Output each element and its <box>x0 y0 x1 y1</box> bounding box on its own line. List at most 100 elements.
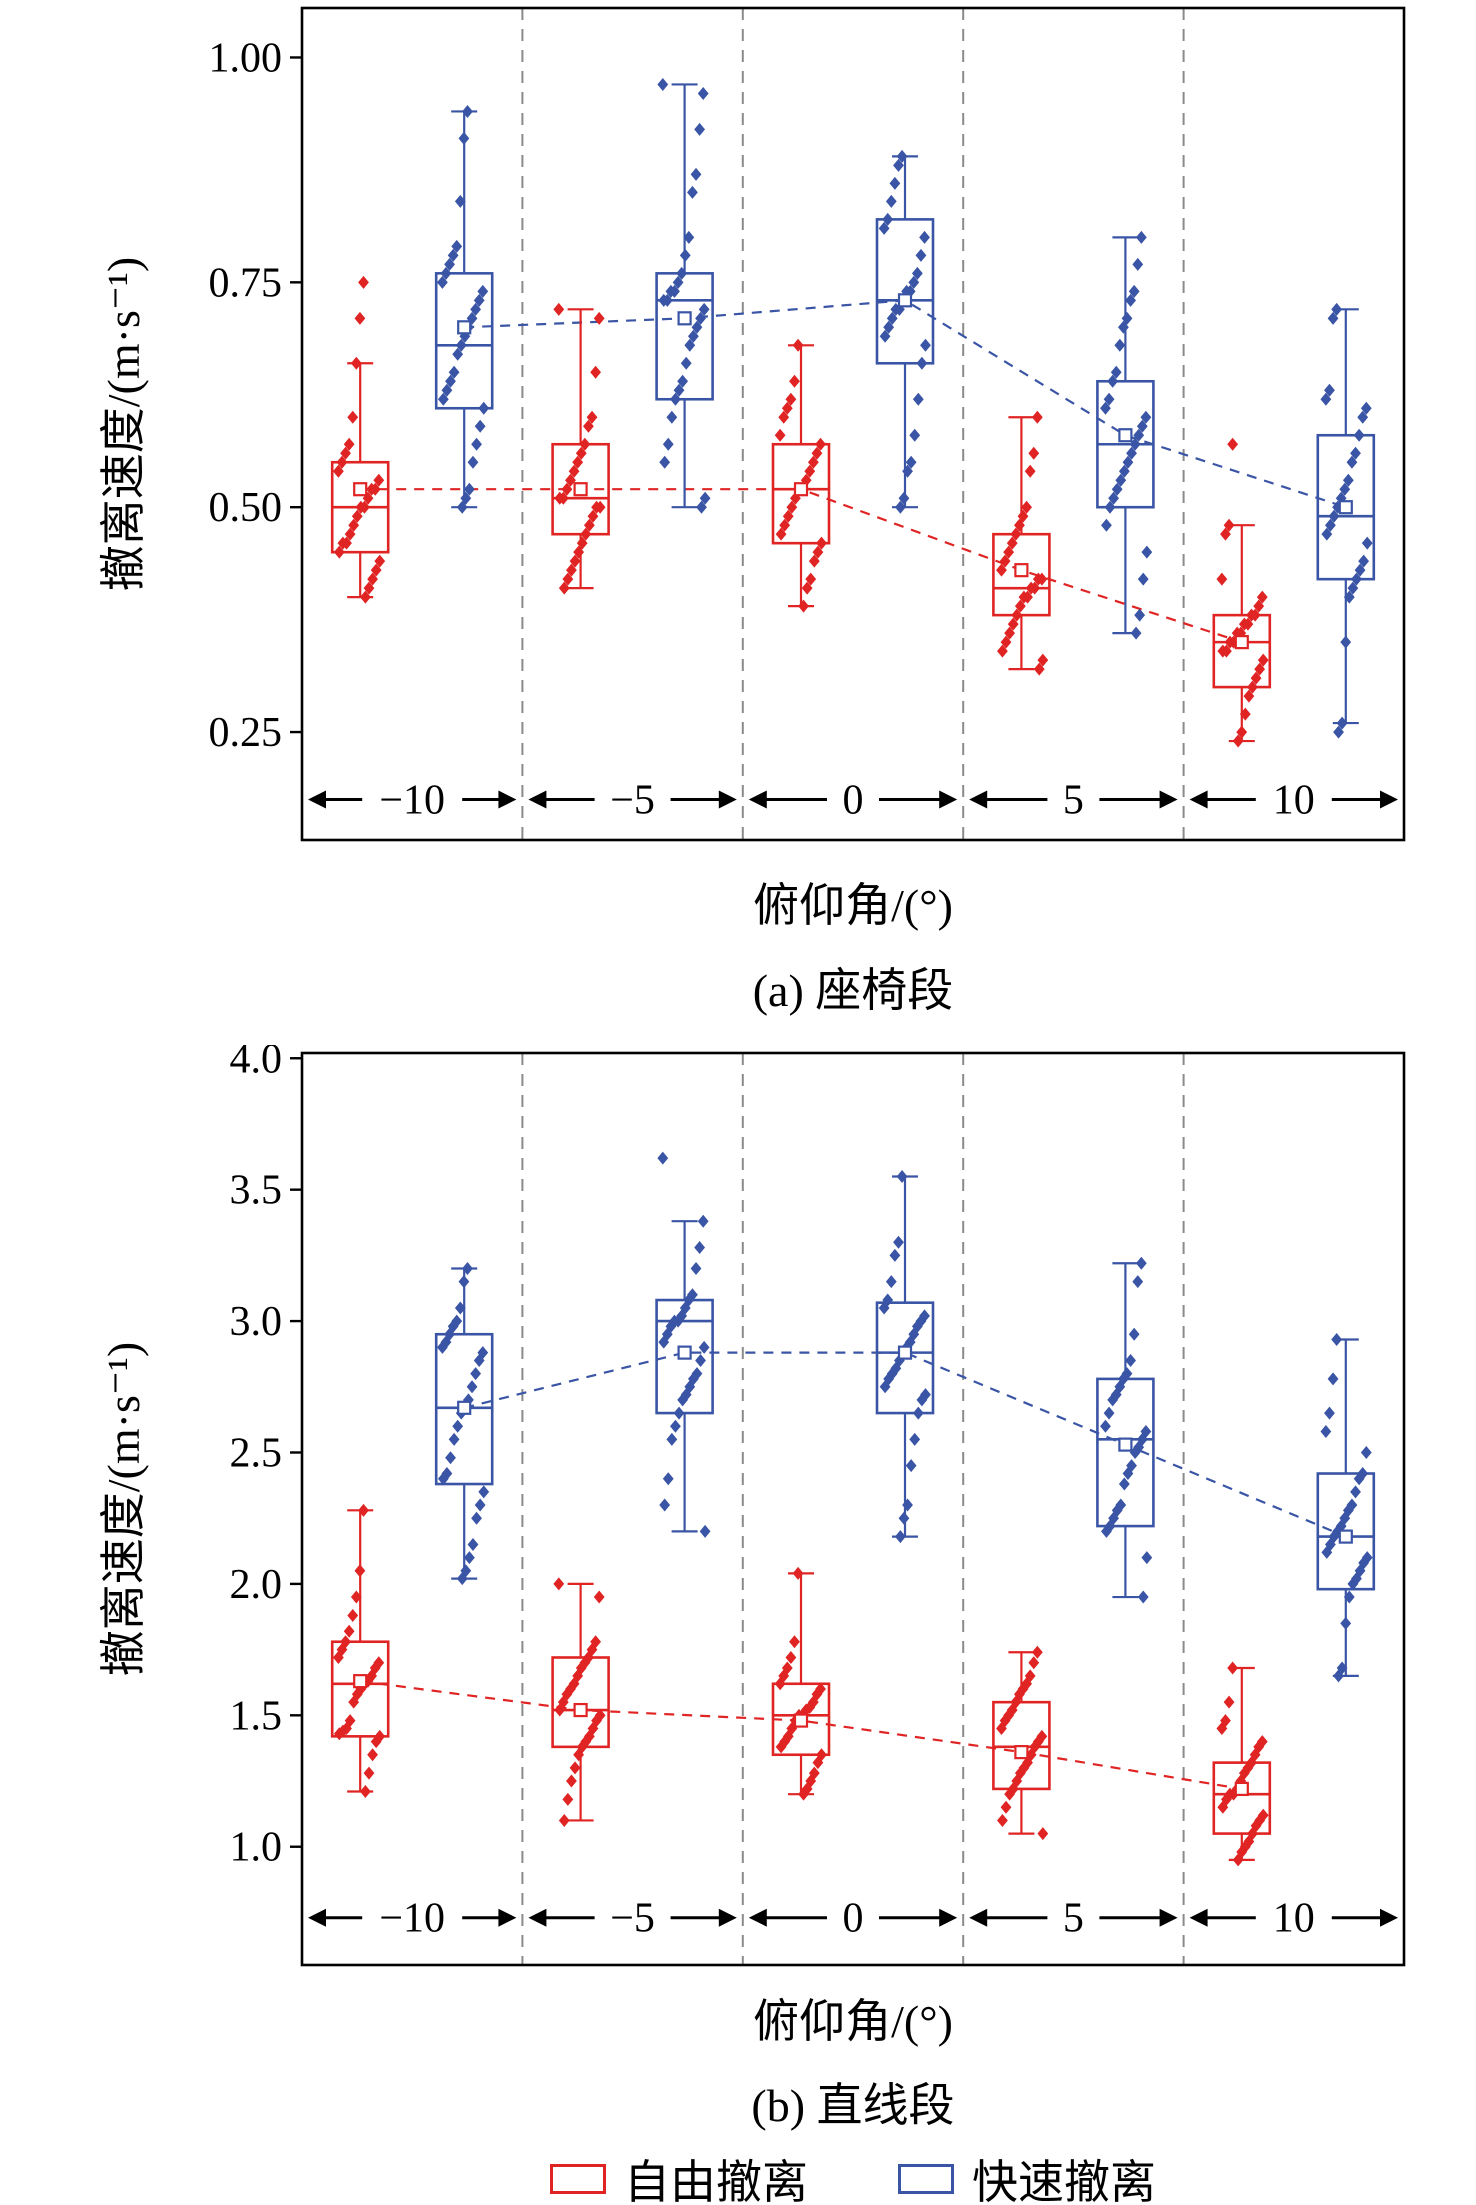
scatter-point <box>354 311 366 325</box>
scatter-point <box>882 212 894 226</box>
scatter-point <box>1358 554 1370 568</box>
scatter-point <box>332 1650 344 1664</box>
scatter-point <box>789 1635 800 1649</box>
scatter-point <box>804 464 816 478</box>
right-arrow-icon <box>1380 790 1398 809</box>
scatter-point <box>816 536 827 550</box>
scatter-point <box>341 1721 352 1735</box>
scatter-point <box>1133 1440 1145 1454</box>
scatter-point <box>579 437 591 451</box>
category-band-−5: −5 <box>528 1896 737 1942</box>
scatter-point <box>1350 1485 1361 1499</box>
scatter-point <box>440 266 452 280</box>
scatter-point <box>697 86 709 100</box>
scatter-point <box>1336 716 1348 730</box>
scatter-point <box>569 1761 581 1775</box>
scatter-point <box>898 491 910 505</box>
scatter-point <box>1246 608 1257 622</box>
boxplot-rapid-−5 <box>655 77 714 514</box>
scatter-point <box>902 464 913 478</box>
scatter-point <box>374 554 386 568</box>
scatter-point <box>912 1406 924 1420</box>
scatter-point <box>1104 500 1116 514</box>
scatter-point <box>1108 491 1119 505</box>
scatter-point <box>670 392 681 406</box>
scatter-point <box>573 1748 585 1762</box>
scatter-point <box>1006 536 1018 550</box>
scatter-point <box>1324 1406 1335 1420</box>
scatter-point <box>473 293 485 307</box>
scatter-point <box>454 1301 466 1315</box>
category-label: 5 <box>1063 1896 1084 1942</box>
scatter-point <box>662 437 674 451</box>
scatter-point <box>373 473 385 487</box>
boxplot-rapid-−5 <box>655 1151 714 1538</box>
scatter-point <box>358 275 369 289</box>
scatter-point <box>1103 1406 1115 1420</box>
mean-marker <box>897 293 913 308</box>
scatter-point <box>566 563 577 577</box>
boxplot-free-5 <box>992 410 1051 676</box>
scatter-point <box>698 1340 710 1354</box>
scatter-point <box>690 1262 702 1276</box>
scatter-point <box>553 1577 565 1591</box>
mean-marker <box>457 1400 472 1415</box>
scatter-point <box>879 1380 891 1394</box>
scatter-point <box>452 1419 464 1433</box>
right-arrow-icon <box>939 1908 958 1927</box>
chart-b-caption: (b) 直线段 <box>751 2080 955 2131</box>
scatter-point <box>778 410 790 424</box>
left-arrow-icon <box>528 1908 547 1927</box>
category-band-0: 0 <box>748 778 958 824</box>
scatter-point <box>452 347 464 361</box>
scatter-point <box>687 185 698 199</box>
category-band-−10: −10 <box>308 1896 517 1942</box>
scatter-point <box>1331 302 1343 316</box>
scatter-point <box>586 410 598 424</box>
scatter-point <box>456 1572 468 1586</box>
scatter-point <box>1236 725 1248 739</box>
scatter-point <box>355 500 367 514</box>
scatter-point <box>553 302 565 316</box>
chart-b-x-axis-label: 俯仰角/(°) <box>753 1996 953 2047</box>
mean-marker <box>1014 1745 1029 1760</box>
scatter-point <box>1232 1853 1244 1867</box>
scatter-point <box>576 536 588 550</box>
scatter-point <box>363 581 375 595</box>
scatter-point <box>1140 1424 1152 1438</box>
scatter-point <box>919 230 930 244</box>
scatter-point <box>554 491 566 505</box>
mean-marker <box>353 482 368 497</box>
right-arrow-icon <box>1380 1908 1398 1927</box>
scatter-point <box>1107 1393 1119 1407</box>
mean-marker <box>573 1702 588 1718</box>
scatter-point <box>673 383 685 397</box>
scatter-point <box>1111 1503 1123 1517</box>
scatter-point <box>666 1432 678 1446</box>
scatter-point <box>1257 653 1269 667</box>
scatter-point <box>781 401 793 415</box>
mean-marker <box>793 1713 809 1728</box>
scatter-point <box>1227 437 1239 451</box>
scatter-point <box>1321 1545 1333 1559</box>
boxplot-free-10 <box>1212 437 1272 748</box>
scatter-point <box>1320 392 1332 406</box>
scatter-point <box>340 446 351 460</box>
y-tick-label: 0.75 <box>209 260 283 306</box>
y-tick-label: 0.50 <box>209 485 283 531</box>
scatter-point <box>590 365 602 379</box>
scatter-point <box>1010 527 1022 541</box>
scatter-point <box>679 248 691 262</box>
chart-a-x-axis-label: 俯仰角/(°) <box>753 880 953 931</box>
right-arrow-icon <box>718 1908 737 1927</box>
scatter-point <box>1129 1445 1141 1459</box>
scatter-point <box>1141 545 1153 559</box>
scatter-point <box>889 1248 901 1262</box>
scatter-point <box>691 320 703 334</box>
scatter-point <box>347 410 359 424</box>
scatter-point <box>1114 1380 1126 1394</box>
scatter-point <box>1140 410 1152 424</box>
scatter-point <box>478 401 490 415</box>
scatter-point <box>661 1327 673 1341</box>
scatter-point <box>676 266 688 280</box>
